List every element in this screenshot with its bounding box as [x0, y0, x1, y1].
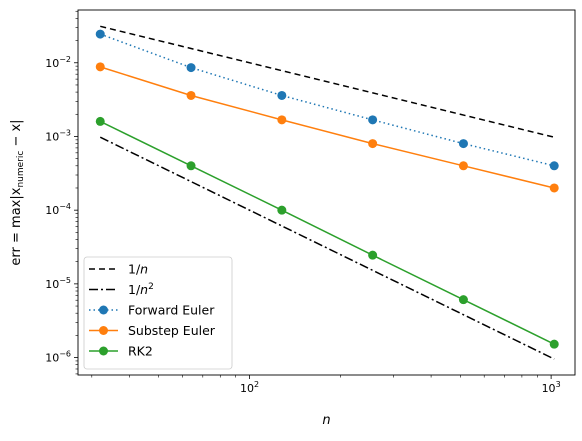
data-point-rk2	[458, 295, 468, 305]
series-line-1-n	[100, 25, 555, 138]
plot-frame	[77, 9, 576, 376]
series-line-forward-euler	[99, 33, 555, 167]
data-point-rk2	[186, 161, 196, 171]
y-tick-label: 10−6	[45, 350, 71, 365]
data-point-substep-euler	[458, 161, 468, 171]
x-tick-label: 102	[240, 380, 259, 395]
data-point-rk2	[277, 205, 287, 215]
axis-ticks: 102 103 10−6 10−5 10−4 10−3 10−2	[45, 10, 561, 395]
y-tick-label: 10−2	[45, 55, 71, 70]
legend: 1/n 1/n2 Forward Euler Substep Euler RK2	[83, 256, 233, 370]
data-point-substep-euler	[368, 139, 378, 149]
legend-label-substep-euler: Substep Euler	[128, 323, 216, 338]
data-point-rk2	[549, 339, 559, 349]
data-point-substep-euler	[186, 90, 196, 100]
data-point-substep-euler	[277, 115, 287, 125]
data-point-forward-euler	[368, 115, 378, 125]
legend-marker-substep-euler	[99, 326, 108, 335]
data-point-forward-euler	[186, 63, 196, 73]
data-point-forward-euler	[458, 139, 468, 149]
series-layer	[95, 25, 559, 360]
data-point-substep-euler	[549, 183, 559, 193]
x-axis-label: n	[322, 413, 330, 428]
legend-box	[83, 256, 233, 370]
data-point-forward-euler	[277, 90, 287, 100]
y-axis-label: err = max|xnumeric − x|	[9, 119, 26, 265]
legend-label-1-n: 1/n2	[128, 282, 154, 297]
series-line-substep-euler	[100, 66, 555, 189]
legend-label-rk2: RK2	[128, 344, 153, 359]
y-tick-label: 10−4	[45, 202, 71, 217]
x-tick-label: 103	[542, 380, 561, 395]
legend-marker-forward-euler	[99, 305, 108, 315]
data-point-rk2	[95, 116, 105, 126]
series-line-1-n	[99, 136, 555, 360]
data-point-forward-euler	[549, 161, 559, 171]
data-point-forward-euler	[95, 29, 105, 39]
legend-marker-rk2	[99, 346, 108, 356]
data-point-rk2	[368, 250, 378, 260]
y-tick-label: 10−5	[45, 276, 71, 291]
legend-label-1-n: 1/n	[128, 262, 148, 277]
data-point-substep-euler	[95, 62, 105, 72]
series-line-rk2	[99, 120, 555, 345]
y-tick-label: 10−3	[45, 128, 71, 143]
legend-label-forward-euler: Forward Euler	[128, 303, 215, 318]
